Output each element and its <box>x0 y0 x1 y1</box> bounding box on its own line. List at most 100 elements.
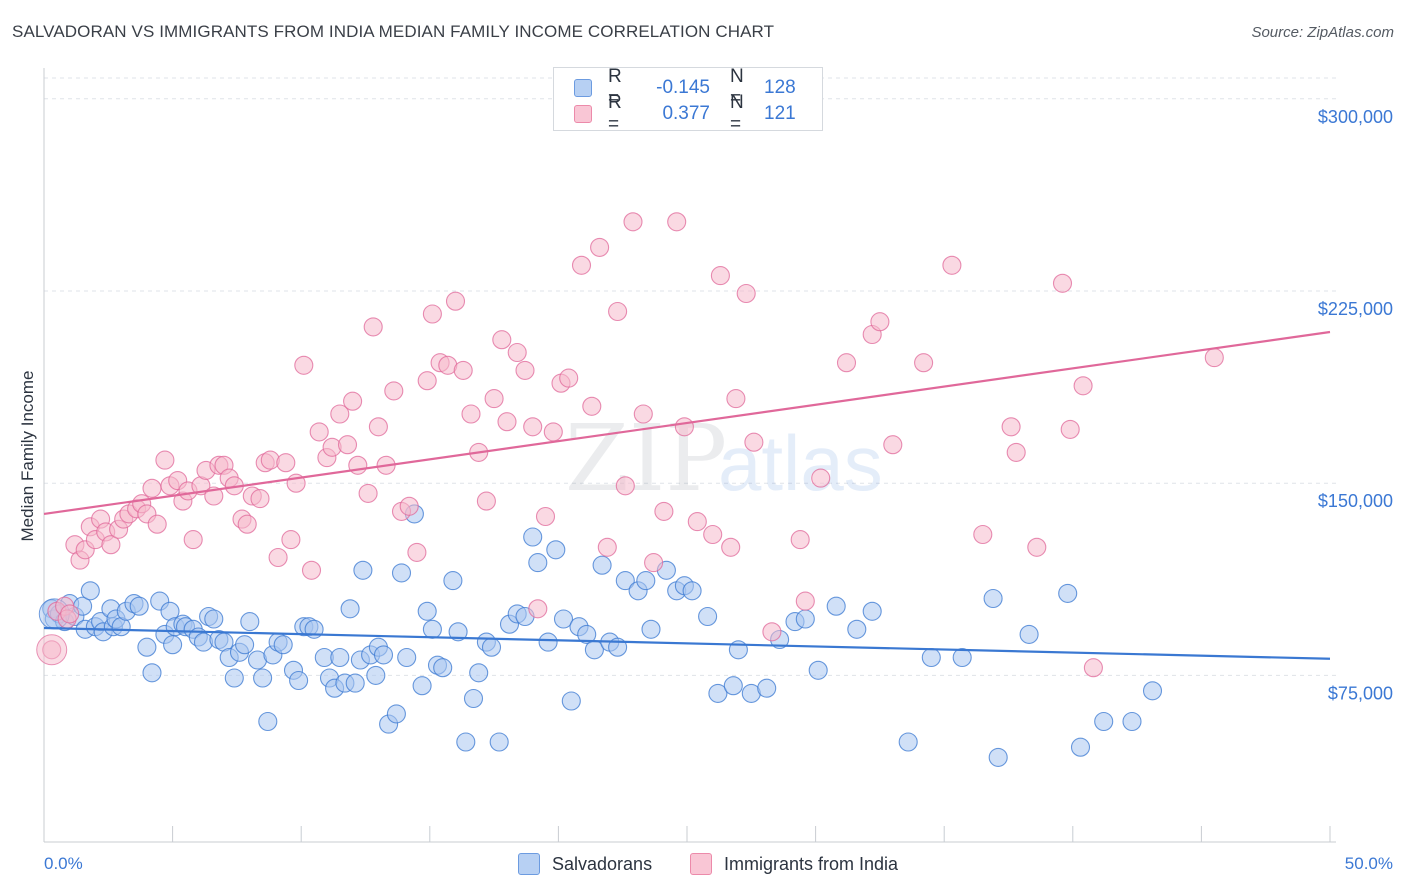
salvadoran-point <box>528 553 548 573</box>
y-tick-label: $75,000 <box>1328 683 1393 703</box>
india-point <box>1060 419 1080 439</box>
legend-n-label: N = <box>730 66 744 109</box>
legend-item-india[interactable]: Immigrants from India <box>690 852 898 876</box>
salvadoran-point <box>592 555 612 575</box>
salvadoran-point <box>289 670 309 691</box>
salvadoran-point <box>366 665 386 685</box>
salvadoran-point <box>253 668 273 688</box>
india-point <box>623 212 643 232</box>
india-point <box>644 553 664 573</box>
salvadoran-point <box>641 619 661 639</box>
salvadoran-point <box>417 601 437 621</box>
salvadoran-point <box>615 571 635 591</box>
india-point <box>710 266 730 286</box>
legend-swatch-pink <box>574 105 592 123</box>
salvadoran-point <box>983 588 1003 609</box>
india-point <box>528 599 548 619</box>
salvadoran-point <box>129 596 149 616</box>
legend-label-india: Immigrants from India <box>724 853 899 874</box>
india-point <box>348 455 368 475</box>
legend-r-label: R = <box>608 66 622 109</box>
salvadoran-point <box>1122 711 1142 732</box>
india-point <box>1006 442 1026 462</box>
salvadoran-point <box>795 609 815 629</box>
legend-label-salvadorans: Salvadorans <box>552 853 653 874</box>
salvadoran-point <box>577 624 597 644</box>
salvadoran-point <box>353 560 373 580</box>
india-point <box>101 535 121 555</box>
watermark-atlas: atlas <box>718 419 883 507</box>
salvadoran-point <box>523 527 543 547</box>
salvadoran-point <box>163 635 183 655</box>
salvadoran-point <box>422 619 442 639</box>
legend-row-india: R = 0.377 N = 121 <box>574 92 796 135</box>
india-point <box>445 291 466 311</box>
legend-r-label: R = <box>608 92 622 135</box>
india-point <box>811 468 831 488</box>
india-point <box>721 537 741 557</box>
india-point <box>914 353 934 373</box>
salvadoran-point <box>240 612 260 632</box>
legend-item-salvadorans[interactable]: Salvadorans <box>518 852 652 876</box>
india-point <box>633 404 653 424</box>
legend-r-value: 0.377 <box>662 103 710 124</box>
india-point <box>281 530 301 550</box>
india-point <box>523 417 543 437</box>
correlation-legend: R = -0.145 N = 128 R = 0.377 N = 121 <box>553 66 823 135</box>
y-tick-label: $150,000 <box>1318 491 1393 511</box>
salvadoran-point <box>1058 583 1078 603</box>
x-ticks <box>43 826 1331 842</box>
salvadoran-point <box>273 635 293 655</box>
salvadoran-point <box>808 660 828 680</box>
salvadoran-point <box>723 676 743 696</box>
salvadoran-point <box>757 678 777 698</box>
india-point <box>1073 376 1093 396</box>
india-point <box>1001 417 1021 437</box>
india-point <box>476 491 496 511</box>
india-point <box>497 412 517 432</box>
india-point <box>942 255 962 275</box>
salvadoran-point <box>862 601 882 621</box>
india-point <box>535 506 556 527</box>
salvadoran-point <box>386 704 406 724</box>
india-point <box>687 512 707 532</box>
india-point <box>399 496 419 516</box>
axes <box>43 68 1336 843</box>
x-tick-label-min: 0.0% <box>44 854 83 873</box>
salvadoran-point <box>80 581 100 601</box>
india-point <box>268 547 288 568</box>
salvadoran-point <box>898 732 918 752</box>
salvadoran-point <box>489 732 509 752</box>
salvadoran-point <box>952 647 972 668</box>
salvadoran-point <box>847 619 867 639</box>
salvadoran-point <box>561 691 581 711</box>
legend-n-value: 121 <box>764 103 796 124</box>
salvadoran-point <box>412 676 432 696</box>
india-point <box>337 435 358 455</box>
watermark: ZIP atlas <box>565 405 883 512</box>
salvadoran-point <box>826 596 846 616</box>
salvadoran-point <box>235 635 255 655</box>
salvadoran-point <box>340 599 360 619</box>
salvadoran-trend-line <box>43 626 1331 660</box>
india-point <box>492 330 512 350</box>
india-point <box>582 396 602 416</box>
india-point <box>147 514 167 534</box>
india-point <box>276 453 296 473</box>
india-point <box>368 417 388 437</box>
legend-swatch-blue <box>574 79 592 97</box>
salvadoran-point <box>456 732 476 752</box>
salvadoran-point <box>698 606 718 627</box>
salvadoran-point <box>469 663 489 683</box>
india-point <box>654 501 674 521</box>
india-point <box>973 524 993 545</box>
india-point <box>330 404 350 424</box>
salvadoran-point <box>373 645 394 665</box>
india-point <box>453 360 473 380</box>
india-point <box>571 255 592 275</box>
legend-row-salvadorans: R = -0.145 N = 128 <box>574 66 796 109</box>
salvadoran-point <box>448 622 468 642</box>
india-point <box>384 381 404 401</box>
india-point <box>422 304 442 324</box>
